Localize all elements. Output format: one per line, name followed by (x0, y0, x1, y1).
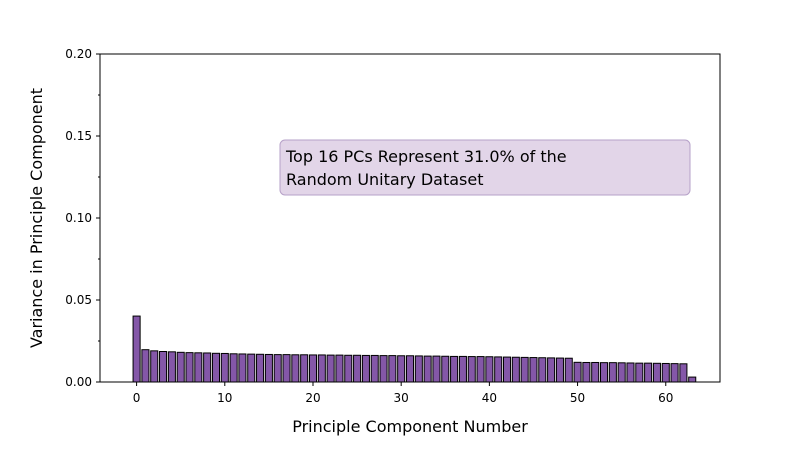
bar-43 (511, 356, 520, 383)
bar-44 (520, 356, 529, 383)
bar-27 (370, 354, 379, 383)
y-tick-label: 0.15 (65, 129, 92, 143)
bar-26 (361, 354, 370, 383)
bar-52 (591, 361, 600, 383)
annotation-line-1: Top 16 PCs Represent 31.0% of the (285, 147, 567, 166)
bar-54 (608, 362, 617, 383)
bar-39 (476, 356, 485, 383)
bar-59 (652, 362, 661, 383)
bar-22 (326, 354, 335, 383)
bar-37 (458, 355, 467, 383)
bar-53 (600, 362, 609, 383)
bar-49 (564, 357, 573, 383)
bar-35 (441, 355, 450, 383)
bar-28 (379, 355, 388, 383)
annotation-background (279, 139, 691, 196)
bar-63 (688, 376, 697, 383)
bar-2 (150, 350, 159, 383)
bar-12 (238, 353, 247, 383)
plot-frame (99, 53, 721, 383)
bar-3 (159, 351, 168, 383)
bar-56 (626, 362, 635, 383)
bar-19 (300, 354, 309, 383)
bar-32 (414, 355, 423, 383)
bar-58 (644, 362, 653, 383)
bar-34 (432, 355, 441, 383)
bar-40 (485, 356, 494, 383)
bar-7 (194, 352, 203, 383)
bar-48 (555, 357, 564, 383)
bar-20 (308, 354, 318, 383)
bar-38 (467, 356, 476, 383)
bar-55 (617, 362, 626, 383)
bar-46 (538, 357, 547, 383)
bar-9 (211, 352, 221, 383)
bar-18 (291, 354, 300, 383)
y-tick-label: 0.10 (65, 211, 92, 225)
bar-51 (582, 361, 591, 383)
bar-4 (167, 351, 176, 383)
bar-47 (547, 357, 556, 383)
y-axis-title: Variance in Principle Component (27, 88, 46, 348)
x-tick-label: 60 (658, 391, 673, 405)
bar-24 (344, 354, 353, 383)
y-tick-label: 0.20 (65, 47, 92, 61)
bar-33 (423, 355, 432, 383)
bar-30 (397, 355, 406, 383)
bars-group (132, 315, 697, 383)
x-tick-label: 30 (394, 391, 409, 405)
x-axis: 0 10 20 30 40 50 60 (133, 382, 673, 405)
bar-8 (203, 352, 212, 383)
bar-25 (353, 354, 362, 383)
bar-0 (132, 315, 141, 383)
bar-1 (141, 349, 150, 383)
bar-62 (679, 363, 688, 383)
y-axis: 0.00 0.05 0.10 0.15 0.20 (65, 47, 100, 389)
x-tick-label: 10 (217, 391, 232, 405)
annotation-box: Top 16 PCs Represent 31.0% of the Random… (279, 139, 691, 196)
x-tick-label: 0 (133, 391, 141, 405)
bar-41 (494, 356, 503, 383)
bar-11 (229, 353, 238, 383)
bar-13 (247, 353, 256, 383)
annotation-line-2: Random Unitary Dataset (286, 170, 484, 189)
x-tick-label: 50 (570, 391, 585, 405)
y-tick-label: 0.05 (65, 293, 92, 307)
bar-57 (635, 362, 644, 383)
bar-21 (317, 354, 326, 383)
y-tick-label: 0.00 (65, 375, 92, 389)
bar-15 (264, 353, 273, 383)
bar-50 (573, 361, 582, 383)
bar-6 (185, 352, 194, 383)
bar-29 (388, 355, 397, 383)
x-tick-label: 20 (305, 391, 320, 405)
bar-23 (335, 354, 344, 383)
x-tick-label: 40 (482, 391, 497, 405)
bar-60 (661, 362, 670, 383)
bar-14 (256, 353, 265, 383)
bar-17 (282, 354, 291, 383)
bar-45 (529, 357, 538, 383)
bar-42 (502, 356, 512, 383)
x-axis-title: Principle Component Number (292, 417, 528, 436)
bar-5 (176, 351, 185, 383)
bar-31 (405, 355, 415, 383)
bar-61 (670, 363, 679, 383)
bar-36 (450, 355, 459, 383)
bar-10 (220, 352, 229, 383)
bar-16 (273, 354, 282, 383)
